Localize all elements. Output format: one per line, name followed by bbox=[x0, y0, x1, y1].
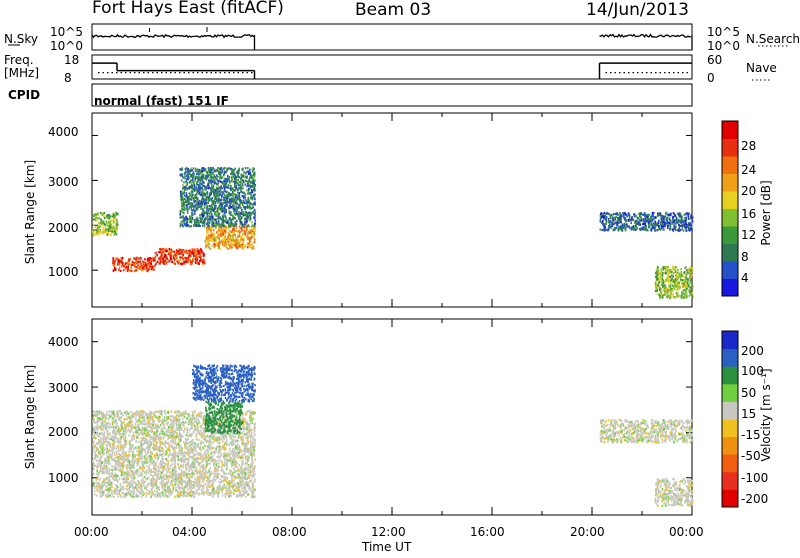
velocity-colorbar-label: Velocity [m s⁻¹] bbox=[759, 365, 773, 465]
power-cells-4 bbox=[180, 167, 257, 228]
xtick-2000: 20:00 bbox=[570, 525, 605, 539]
axes-frame-freq bbox=[92, 55, 692, 79]
velocity-colorbar-swatch-2 bbox=[722, 454, 738, 472]
cpid-value: normal (fast) 151 IF bbox=[94, 94, 229, 108]
nsky-tick-top: 10^5 bbox=[50, 25, 83, 39]
xtick-0000: 00:00 bbox=[74, 525, 109, 539]
velocity-colorbar-swatch-4 bbox=[722, 419, 738, 437]
nsky-trace-0 bbox=[92, 35, 254, 38]
velocity-cbtick-minus50: -50 bbox=[741, 449, 761, 463]
power-cbtick-16: 16 bbox=[741, 207, 756, 221]
power-ytick-1000: 1000 bbox=[48, 265, 79, 279]
velocity-ytick-3000: 3000 bbox=[48, 381, 79, 395]
velocity-ytick-4000: 4000 bbox=[48, 335, 79, 349]
xaxis-label: Time UT bbox=[362, 540, 411, 554]
power-cbtick-28: 28 bbox=[741, 139, 756, 153]
power-colorbar-swatch-5 bbox=[722, 191, 738, 209]
velocity-cells-3 bbox=[600, 419, 694, 444]
power-colorbar-swatch-9 bbox=[722, 121, 738, 139]
velocity-cbtick-200: 200 bbox=[741, 344, 764, 358]
velocity-cbtick-minus100: -100 bbox=[741, 471, 768, 485]
date-label: 14/Jun/2013 bbox=[586, 0, 689, 20]
power-cbtick-8: 8 bbox=[741, 250, 749, 264]
velocity-cells-2 bbox=[192, 364, 256, 402]
velocity-colorbar-swatch-8 bbox=[722, 349, 738, 367]
power-cbtick-12: 12 bbox=[741, 228, 756, 242]
power-ylabel: Slant Range [km] bbox=[23, 152, 37, 272]
freq-unit-label: [MHz] bbox=[4, 66, 39, 80]
power-cbtick-24: 24 bbox=[741, 163, 756, 177]
power-ytick-3000: 3000 bbox=[48, 175, 79, 189]
xtick-1600: 16:00 bbox=[470, 525, 505, 539]
velocity-colorbar-swatch-9 bbox=[722, 331, 738, 349]
power-colorbar-swatch-1 bbox=[722, 261, 738, 279]
power-cbtick-20: 20 bbox=[741, 184, 756, 198]
velocity-cells-4 bbox=[655, 478, 694, 507]
power-ytick-2000: 2000 bbox=[48, 221, 79, 235]
velocity-cbtick-minus15: -15 bbox=[741, 428, 761, 442]
freq-tick-bottom: 8 bbox=[64, 71, 72, 85]
xtick-0400: 04:00 bbox=[172, 525, 207, 539]
velocity-colorbar-swatch-1 bbox=[722, 472, 738, 490]
xtick-2400: 00:00 bbox=[669, 525, 704, 539]
velocity-ytick-1000: 1000 bbox=[48, 471, 79, 485]
nsearch-tick-top: 10^5 bbox=[707, 25, 740, 39]
xtick-0800: 08:00 bbox=[272, 525, 307, 539]
nave-tick-bottom: 0 bbox=[707, 71, 715, 85]
cpid-label: CPID bbox=[8, 88, 40, 102]
freq-tick-top: 18 bbox=[64, 53, 79, 67]
velocity-cells-0 bbox=[92, 410, 256, 498]
velocity-ylabel: Slant Range [km] bbox=[23, 357, 37, 477]
nsky-tick-bottom: 10^0 bbox=[50, 39, 83, 53]
freq-label: Freq. bbox=[4, 53, 34, 67]
nsearch-label: N.Search bbox=[746, 32, 800, 46]
xtick-1200: 12:00 bbox=[371, 525, 406, 539]
axes-frame-nsky bbox=[92, 24, 692, 50]
nsearch-tick-bottom: 10^0 bbox=[707, 39, 740, 53]
power-colorbar-swatch-0 bbox=[722, 279, 738, 297]
power-cells-1 bbox=[112, 257, 156, 273]
power-colorbar-swatch-3 bbox=[722, 226, 738, 244]
plot-title: Fort Hays East (fitACF) bbox=[92, 0, 284, 18]
velocity-colorbar-swatch-7 bbox=[722, 366, 738, 384]
power-cells-5 bbox=[600, 212, 694, 232]
power-colorbar-swatch-8 bbox=[722, 139, 738, 157]
velocity-colorbar-swatch-3 bbox=[722, 437, 738, 455]
power-colorbar-swatch-4 bbox=[722, 209, 738, 227]
power-colorbar-label: Power [dB] bbox=[759, 173, 773, 253]
power-colorbar-swatch-2 bbox=[722, 244, 738, 262]
beam-label: Beam 03 bbox=[355, 0, 431, 20]
nsky-label: N.Sky bbox=[4, 32, 38, 46]
nave-label: Nave bbox=[746, 61, 777, 75]
nsky-trace-1 bbox=[600, 35, 692, 38]
power-colorbar-swatch-6 bbox=[722, 174, 738, 192]
velocity-colorbar-swatch-6 bbox=[722, 384, 738, 402]
power-cbtick-4: 4 bbox=[741, 271, 749, 285]
velocity-cbtick-50: 50 bbox=[741, 386, 756, 400]
velocity-colorbar-swatch-0 bbox=[722, 489, 738, 507]
power-cells-6 bbox=[655, 266, 694, 300]
nave-tick-top: 60 bbox=[707, 53, 722, 67]
power-ytick-4000: 4000 bbox=[48, 125, 79, 139]
power-cells-0 bbox=[92, 212, 119, 237]
velocity-colorbar-swatch-5 bbox=[722, 401, 738, 419]
power-cells-2 bbox=[155, 248, 206, 266]
velocity-ytick-2000: 2000 bbox=[48, 425, 79, 439]
power-cells-3 bbox=[205, 225, 256, 250]
velocity-cbtick-minus200: -200 bbox=[741, 492, 768, 506]
velocity-cbtick-15: 15 bbox=[741, 407, 756, 421]
power-colorbar-swatch-7 bbox=[722, 156, 738, 174]
